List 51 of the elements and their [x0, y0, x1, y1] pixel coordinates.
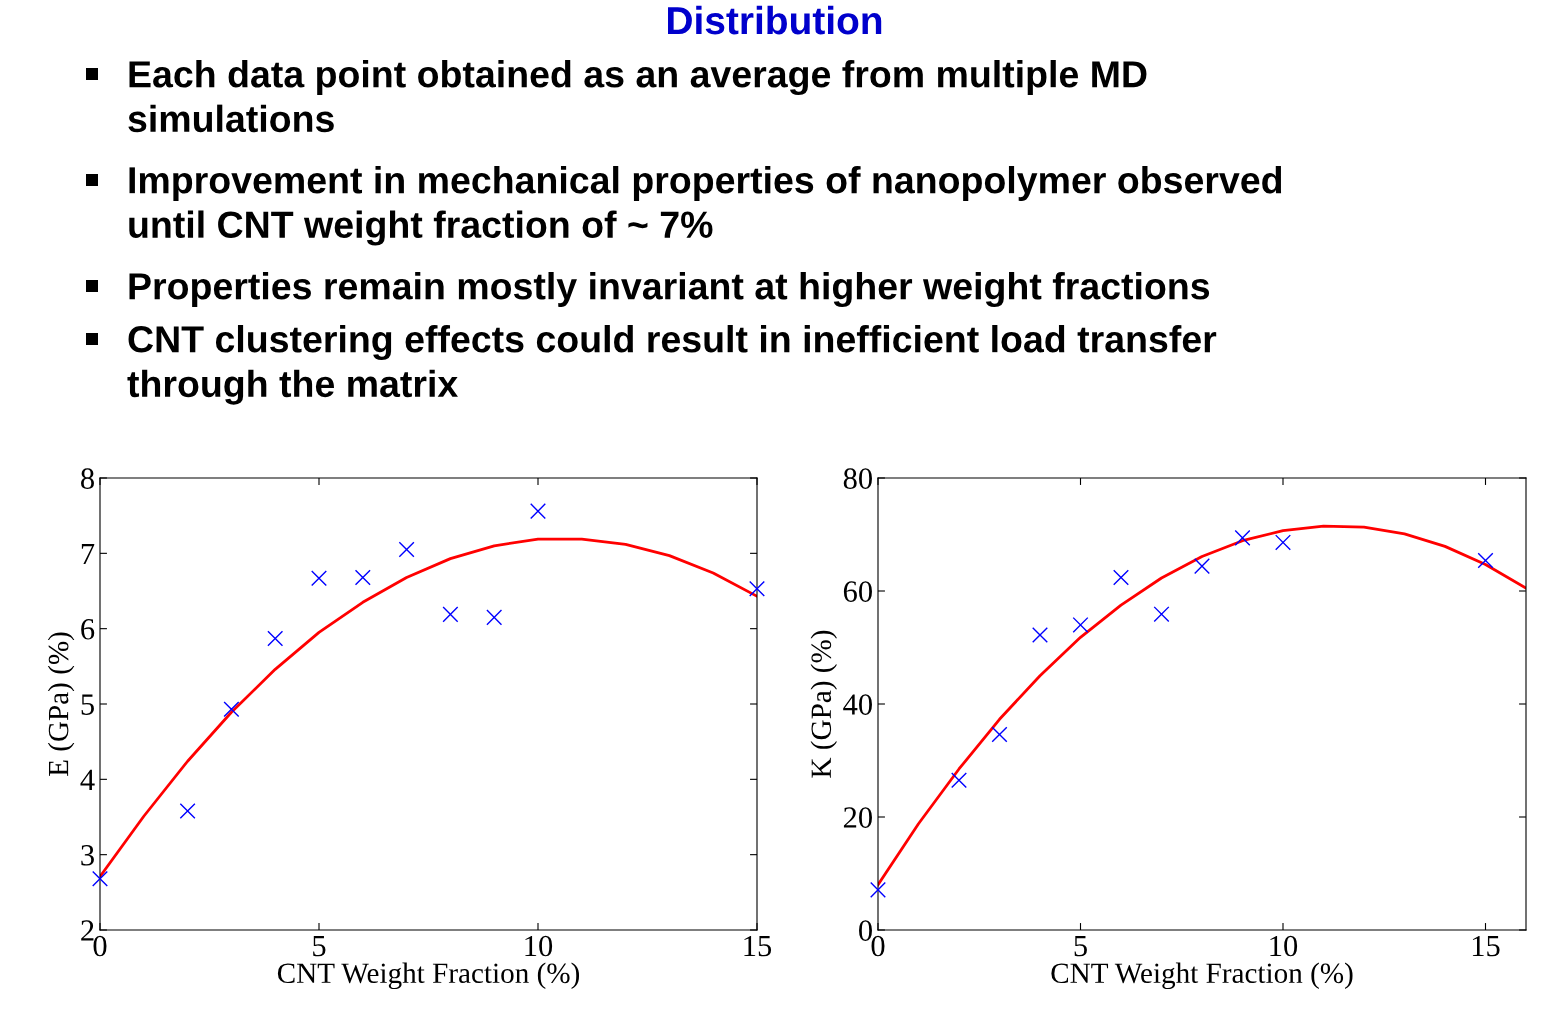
point [354, 569, 371, 586]
y-tick-label: 6 [81, 619, 95, 640]
x-tick-label: 10 [1270, 935, 1298, 957]
x-tick-label: 5 [1074, 936, 1087, 957]
text: CNT clustering effects could result in inefficient load transfer through the matrix [127, 325, 1217, 405]
y-tick-label: 8 [81, 468, 94, 489]
point [530, 503, 546, 520]
point [442, 606, 459, 623]
point [92, 870, 108, 887]
x-tick-label: 5 [313, 936, 326, 957]
text: Properties remain mostly invariant at higher weight fractions [129, 272, 1210, 308]
point [311, 570, 327, 587]
point [179, 802, 196, 819]
y-tick-label: 2 [81, 920, 94, 941]
y-tick-label: 7 [81, 543, 95, 564]
y-tick-label: 60 [843, 581, 872, 602]
point [1275, 534, 1291, 551]
point [1477, 552, 1494, 569]
y-axis-title: K (GPa) (%) [810, 630, 838, 778]
x-tick-label: 15 [1472, 935, 1500, 957]
line-series [100, 537, 757, 878]
point [870, 881, 886, 898]
point [1153, 606, 1170, 623]
point [1194, 558, 1210, 575]
point [951, 772, 967, 789]
point [1234, 529, 1251, 546]
x-tick-label: 15 [744, 935, 772, 957]
y-tick-label: 5 [81, 694, 94, 715]
x-tick-label: 10 [525, 935, 553, 957]
y-tick-label: 80 [843, 468, 872, 489]
text: Each data point obtained as an average from multiple MD simulations [128, 60, 1147, 133]
point [398, 541, 415, 558]
point [991, 726, 1008, 743]
chart-title: Distribution [668, 5, 882, 35]
line-series [878, 524, 1526, 887]
y-tick-label: 3 [81, 845, 94, 866]
point [223, 701, 240, 718]
y-tick-label: 40 [843, 694, 872, 715]
y-axis-title: E (GPa) (%) [47, 632, 75, 777]
point [1072, 616, 1089, 633]
y-tick-label: 20 [843, 807, 872, 828]
x-axis-title: CNT Weight Fraction (%) [277, 962, 580, 990]
x-axis-title: CNT Weight Fraction (%) [1051, 962, 1353, 990]
point [486, 609, 503, 626]
point [749, 580, 765, 597]
point [1113, 569, 1129, 586]
point [267, 630, 284, 647]
text: Improvement in mechanical properties of nanopolymer observed until CNT weight fraction of ~ 7% [129, 166, 1282, 246]
y-tick-label: 4 [80, 769, 95, 790]
y-tick-label: 0 [859, 920, 872, 941]
point [1032, 627, 1048, 644]
